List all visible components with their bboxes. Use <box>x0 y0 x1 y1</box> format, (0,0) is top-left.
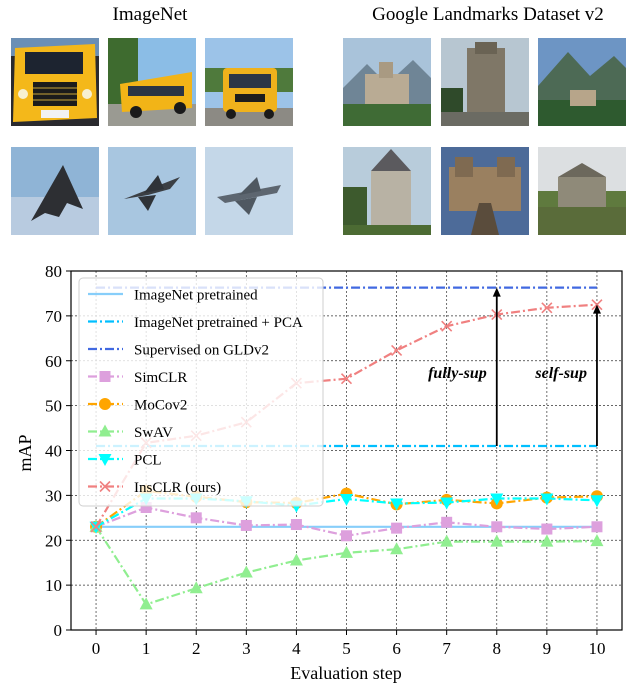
legend-label-0: ImageNet pretrained <box>134 288 258 304</box>
imagenet-image-stealth-bomber <box>11 147 99 235</box>
gldv2-image-castle-mountains <box>538 38 626 126</box>
y-tick-label-8: 80 <box>45 262 62 281</box>
series-5 <box>89 519 604 610</box>
imagenet-image-bus-rear <box>205 38 293 126</box>
gldv2-image-castle-hotel <box>343 38 431 126</box>
x-tick-label-2: 2 <box>192 639 201 658</box>
gldv2-image-castle-bridge <box>441 147 529 235</box>
data-point-3-6 <box>391 522 403 534</box>
data-point-5-7 <box>440 534 454 547</box>
y-tick-label-6: 60 <box>45 352 62 371</box>
data-point-7-7 <box>441 320 453 332</box>
data-point-6-8 <box>490 493 504 506</box>
legend-marker-7 <box>99 480 111 493</box>
x-tick-label-9: 9 <box>543 639 552 658</box>
x-tick-label-7: 7 <box>442 639 451 658</box>
annotation-label-1: self-sup <box>534 365 587 382</box>
legend-label-6: PCL <box>134 453 162 469</box>
data-point-3-10 <box>591 521 603 533</box>
legend-box <box>78 277 324 507</box>
legend-label-2: Supervised on GLDv2 <box>134 343 269 359</box>
x-axis-label: Evaluation step <box>290 663 401 683</box>
map-line-chart: fully-sup self-sup 0 1 2 3 4 5 6 7 8 9 10 0 10 20 30 40 5… <box>15 262 623 683</box>
imagenet-image-bus-side <box>108 38 196 126</box>
data-point-7-6 <box>391 344 403 356</box>
gldv2-image-ruined-manor <box>538 147 626 235</box>
data-point-5-2 <box>189 581 203 594</box>
imagenet-image-jet-fighter <box>108 147 196 235</box>
legend-label-3: SimCLR <box>134 370 187 386</box>
x-tick-label-5: 5 <box>342 639 351 658</box>
legend-marker-3 <box>99 371 111 382</box>
y-tick-label-1: 10 <box>45 576 62 595</box>
x-tick-label-4: 4 <box>292 639 301 658</box>
data-point-5-8 <box>490 534 504 547</box>
imagenet-image-bus-front <box>11 38 99 126</box>
axes: 0 1 2 3 4 5 6 7 8 9 10 0 10 20 30 40 50 60 70 80 <box>45 262 623 658</box>
data-point-6-9 <box>540 493 554 506</box>
data-point-7-5 <box>340 373 353 385</box>
gldv2-title: Google Landmarks Dataset v2 <box>372 4 604 25</box>
x-tick-label-1: 1 <box>142 639 151 658</box>
data-point-3-4 <box>290 519 302 531</box>
data-point-7-9 <box>541 302 553 314</box>
annotation-arrowhead-1 <box>592 304 601 314</box>
data-point-5-10 <box>590 534 604 547</box>
data-point-3-7 <box>441 516 453 528</box>
data-point-5-3 <box>239 565 253 578</box>
y-tick-label-7: 70 <box>45 307 62 326</box>
x-tick-label-6: 6 <box>392 639 401 658</box>
data-point-6-7 <box>440 497 454 510</box>
y-tick-label-4: 40 <box>45 442 62 461</box>
imagenet-image-jet-fighter-2 <box>205 147 293 235</box>
legend-label-4: MoCov2 <box>134 398 187 414</box>
legend-label-7: InsCLR (ours) <box>134 480 221 496</box>
gldv2-image-stone-castle <box>343 147 431 235</box>
gldv2-image-castle-tower <box>441 38 529 126</box>
data-point-6-5 <box>340 493 353 506</box>
legend-marker-6 <box>98 454 112 466</box>
y-tick-label-5: 50 <box>45 397 62 416</box>
y-tick-label-0: 0 <box>54 621 63 640</box>
imagenet-title: ImageNet <box>112 4 188 25</box>
annotations: fully-sup self-sup <box>428 287 601 447</box>
data-point-7-0 <box>90 521 102 533</box>
data-point-3-9 <box>541 523 553 535</box>
data-point-5-4 <box>289 553 303 566</box>
data-point-5-5 <box>340 545 353 558</box>
annotation-label-0: fully-sup <box>428 365 487 382</box>
data-point-3-8 <box>491 521 503 533</box>
data-point-3-5 <box>341 530 352 542</box>
data-point-3-2 <box>190 512 202 524</box>
legend-label-1: ImageNet pretrained + PCA <box>134 315 303 331</box>
series-line-5 <box>95 526 597 606</box>
x-tick-label-0: 0 <box>92 639 101 658</box>
data-point-6-6 <box>390 498 404 511</box>
legend-marker-4 <box>99 398 111 410</box>
data-point-7-10 <box>591 299 603 311</box>
legend-marker-5 <box>98 424 112 437</box>
y-tick-label-2: 20 <box>45 531 62 550</box>
data-point-6-10 <box>590 495 604 508</box>
legend: ImageNet pretrained ImageNet pretrained +… <box>78 277 324 507</box>
data-point-5-9 <box>540 534 554 547</box>
data-point-3-1 <box>140 501 152 513</box>
x-tick-label-10: 10 <box>588 639 605 658</box>
data-point-5-1 <box>139 597 153 610</box>
data-point-3-3 <box>240 519 252 531</box>
y-axis-label: mAP <box>15 434 35 471</box>
data-point-5-6 <box>390 542 404 555</box>
legend-label-5: SwAV <box>134 425 173 441</box>
x-tick-label-3: 3 <box>242 639 251 658</box>
y-tick-label-3: 30 <box>45 486 62 505</box>
annotation-arrowhead-0 <box>492 287 501 297</box>
x-tick-label-8: 8 <box>493 639 502 658</box>
